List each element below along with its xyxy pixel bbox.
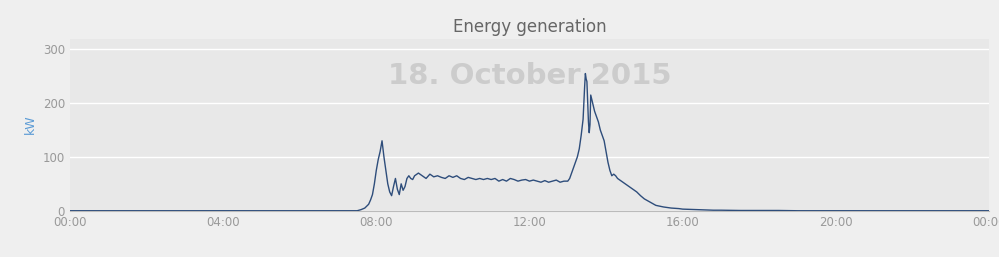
- Text: 18. October 2015: 18. October 2015: [388, 62, 671, 90]
- Y-axis label: kW: kW: [24, 115, 37, 134]
- Title: Energy generation: Energy generation: [453, 18, 606, 36]
